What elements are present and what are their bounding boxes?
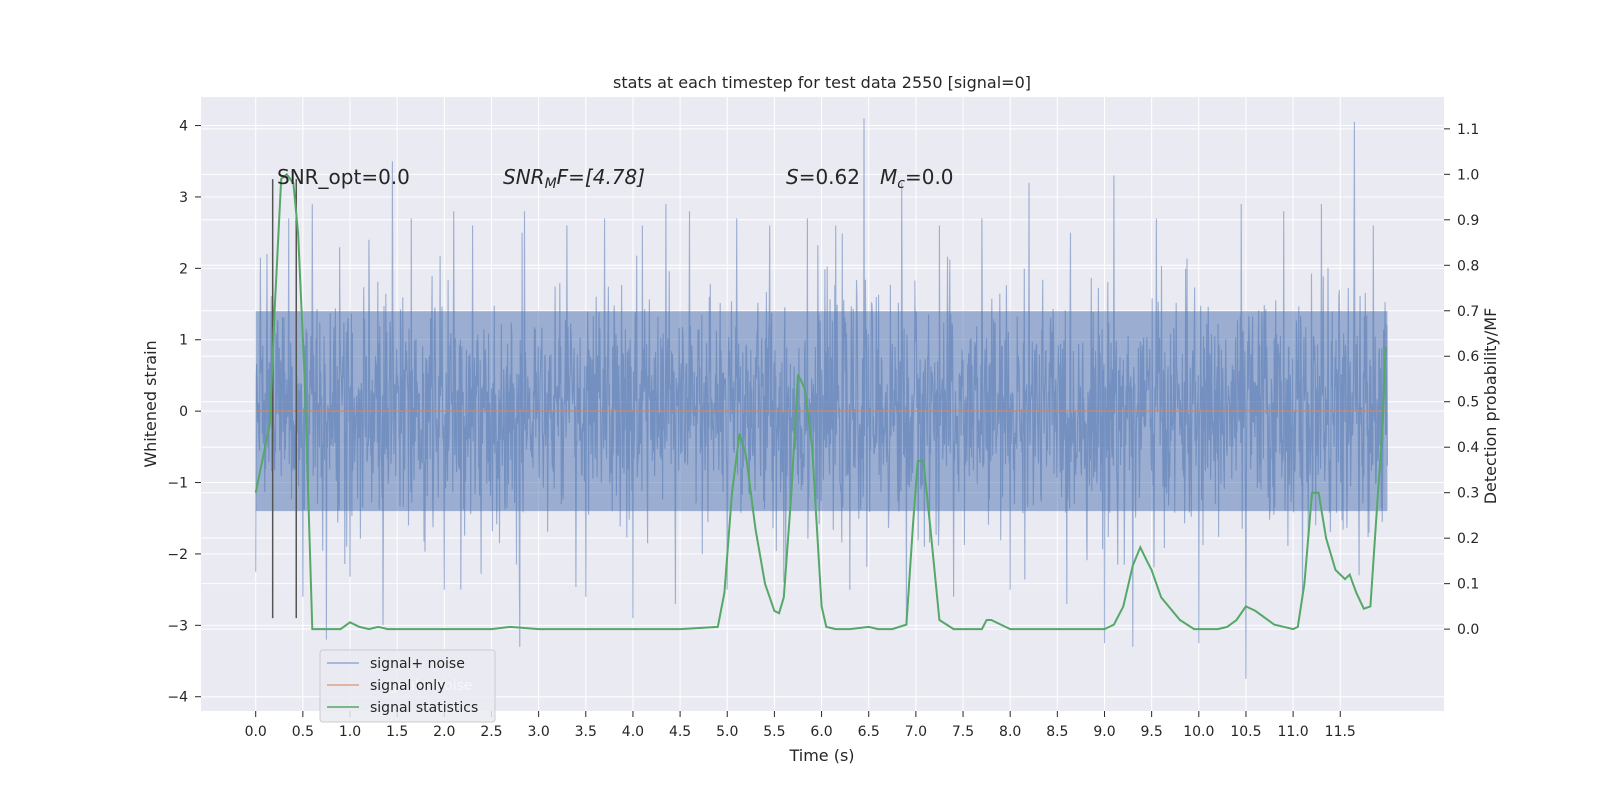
x-tick-label: 1.5: [386, 724, 408, 740]
legend: ignal+ noise signal+ noise signal only s…: [319, 649, 496, 723]
annotation-snr-mf: SNRMF=[4.78]: [503, 165, 645, 192]
snr-mf-rest: F=[4.78]: [557, 165, 645, 189]
annotation-snr-opt: SNR_opt=0.0: [277, 165, 410, 189]
x-tick-label: 8.5: [1046, 724, 1068, 740]
mc-variable: M: [880, 165, 897, 189]
x-tick-label: 6.0: [810, 724, 832, 740]
right-y-tick-label: 1.1: [1457, 122, 1479, 138]
y-tick-label: 1: [179, 333, 188, 349]
right-y-axis-ticks: 0.0 0.1 0.2 0.3 0.4 0.5 0.6 0.7 0.8 0.9 1.0 1.1: [1444, 122, 1479, 638]
x-tick-label: 10.5: [1230, 724, 1261, 740]
signal-statistics-line: [254, 172, 1387, 631]
y-tick-label: 2: [179, 261, 188, 277]
legend-label-signal-plus-noise: signal+ noise: [370, 656, 465, 672]
right-y-tick-label: 0.7: [1457, 304, 1479, 320]
snr-mf-subscript: M: [545, 176, 557, 192]
right-y-tick-label: 0.1: [1457, 577, 1479, 593]
legend-box: [319, 649, 496, 723]
legend-label-signal-only: signal only: [370, 678, 445, 694]
right-y-tick-label: 0.0: [1457, 622, 1479, 638]
s-value: =0.62: [799, 165, 860, 189]
x-tick-label: 2.0: [433, 724, 455, 740]
x-tick-label: 0.0: [245, 724, 267, 740]
x-tick-label: 1.0: [339, 724, 361, 740]
signal-statistics-series: [254, 172, 1387, 631]
y-tick-label: −1: [167, 476, 188, 492]
legend-label-signal-statistics: signal statistics: [370, 700, 478, 716]
mc-value: =0.0: [905, 165, 954, 189]
vertical-markers: [271, 179, 298, 619]
x-tick-label: 9.5: [1141, 724, 1163, 740]
x-tick-label: 10.0: [1183, 724, 1214, 740]
y-axis-ticks: −4 −3 −2 −1 0 1 2 3 4: [167, 119, 201, 706]
x-tick-label: 2.5: [480, 724, 502, 740]
x-tick-label: 3.0: [527, 724, 549, 740]
x-tick-label: 5.0: [716, 724, 738, 740]
x-tick-label: 9.0: [1093, 724, 1115, 740]
x-tick-label: 5.5: [763, 724, 785, 740]
x-tick-label: 8.0: [999, 724, 1021, 740]
snr-mf-base: SNR: [503, 165, 545, 189]
noise-line: [255, 118, 1388, 679]
mc-subscript: c: [897, 176, 905, 192]
right-y-axis-label: Detection probability/MF: [1481, 308, 1500, 505]
y-tick-label: 0: [179, 404, 188, 420]
right-y-tick-label: 0.2: [1457, 531, 1479, 547]
x-tick-label: 7.0: [905, 724, 927, 740]
x-axis-label: Time (s): [788, 746, 854, 765]
x-axis-ticks: 0.0 0.5 1.0 1.5 2.0 2.5 3.0 3.5 4.0 4.5 5.0 5.5 6.0 6…: [245, 711, 1356, 740]
right-y-tick-label: 0.6: [1457, 349, 1479, 365]
x-tick-label: 3.5: [575, 724, 597, 740]
x-tick-label: 0.5: [292, 724, 314, 740]
y-tick-label: 4: [179, 119, 188, 135]
right-y-tick-label: 1.0: [1457, 167, 1479, 183]
x-tick-label: 4.5: [669, 724, 691, 740]
y-axis-label: Whitened strain: [141, 340, 160, 467]
chart-title: stats at each timestep for test data 255…: [613, 73, 1031, 92]
annotation-mc: Mc=0.0: [880, 165, 954, 192]
x-tick-label: 7.5: [952, 724, 974, 740]
y-tick-label: −3: [167, 618, 188, 634]
y-tick-label: −2: [167, 547, 188, 563]
y-tick-label: 3: [179, 190, 188, 206]
x-tick-label: 6.5: [858, 724, 880, 740]
right-y-tick-label: 0.3: [1457, 486, 1479, 502]
legend-shadow-label: ignal+ noise: [385, 678, 473, 694]
right-y-tick-label: 0.9: [1457, 213, 1479, 229]
right-y-tick-label: 0.4: [1457, 440, 1479, 456]
right-y-tick-label: 0.8: [1457, 258, 1479, 274]
right-y-tick-label: 0.5: [1457, 395, 1479, 411]
x-tick-label: 11.0: [1278, 724, 1309, 740]
s-variable: S: [786, 165, 799, 189]
y-tick-label: −4: [167, 690, 188, 706]
x-tick-label: 11.5: [1325, 724, 1356, 740]
x-tick-label: 4.0: [622, 724, 644, 740]
annotation-s: S=0.62: [786, 165, 860, 189]
